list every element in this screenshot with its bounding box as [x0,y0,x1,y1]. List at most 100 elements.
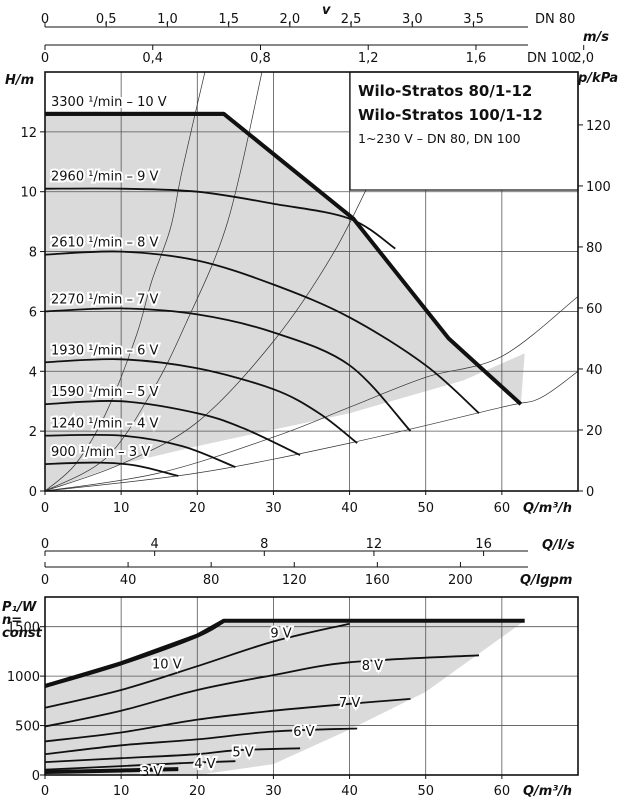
x-tick-label: 60 [494,501,511,516]
max-curve [45,111,523,406]
speed-curve [44,461,179,477]
speed-curve [44,399,301,456]
dn80-tick-label: 3,5 [463,12,484,27]
speed-curve [44,250,480,414]
dn100-tick-label: 1,2 [358,51,379,66]
p-axis-sublabel: n= [2,613,22,628]
lgpm-tick-label: 200 [448,573,473,588]
x-tick-label: 30 [265,784,282,799]
power-curve [44,698,411,743]
x-tick-label: 0 [41,501,49,516]
p-tick-label: 500 [15,720,40,735]
x-tick-label: 60 [494,784,511,799]
power-curve [44,760,236,771]
power-operating-area [45,620,525,775]
curve-label: 1240 ¹/min – 4 V [51,417,158,432]
power-curve [44,747,301,763]
kpa-tick-label: 80 [586,241,603,256]
power-curve-label: 5 V [232,745,253,760]
dn80-unit-label: DN 80 [535,12,575,27]
dn80-tick-label: 1,0 [157,12,178,27]
x-tick-label: 10 [113,784,130,799]
x-axis-label: Q/m³/h [523,784,572,799]
kpa-tick-label: 100 [586,180,611,195]
ms-axis-label: m/s [583,30,609,45]
y-tick-label: 0 [29,485,37,500]
plot-frame [44,71,579,492]
y-tick-label: 10 [20,186,37,201]
lgpm-tick-label: 120 [282,573,307,588]
speed-curve [44,358,358,444]
velocity-axis-label: v [322,3,331,18]
ls-tick-label: 4 [151,537,159,552]
lgpm-tick-label: 40 [120,573,137,588]
x-tick-label: 0 [41,784,49,799]
x-tick-label: 50 [417,784,434,799]
dn80-tick-label: 1,5 [218,12,239,27]
curve-label: 1930 ¹/min – 6 V [51,343,158,358]
dn100-tick-label: 1,6 [466,51,487,66]
power-curve-label: 3 V [141,765,162,780]
power-curve [44,654,480,728]
curve-label: 3300 ¹/min – 10 V [51,95,167,110]
kpa-tick-label: 40 [586,363,603,378]
y-tick-label: 4 [29,365,37,380]
system-curve [44,71,206,492]
dn100-tick-label: 0,8 [250,51,271,66]
dn80-tick-label: 0,5 [96,12,117,27]
system-curve [44,296,579,492]
p-tick-label: 1000 [7,670,40,685]
y-tick-label: 6 [29,305,37,320]
x-tick-label: 20 [189,501,206,516]
chart-subtitle: 1~230 V – DN 80, DN 100 [358,131,521,146]
dn100-tick-label: 0 [41,51,49,66]
chart-title: Wilo-Stratos 100/1-12 [358,106,543,124]
system-curve [44,71,263,492]
curve-label: 900 ¹/min – 3 V [51,445,150,460]
x-axis-label: Q/m³/h [523,501,572,516]
power-curve-label: 4 V [194,757,215,772]
x-tick-label: 20 [189,784,206,799]
lgpm-tick-label: 80 [203,573,220,588]
p-tick-label: 0 [32,769,40,784]
curve-label: 1590 ¹/min – 5 V [51,385,158,400]
kpa-tick-label: 120 [586,119,611,134]
x-tick-label: 40 [341,501,358,516]
p-axis-sublabel: const [2,626,43,641]
power-curve [44,767,179,774]
power-curve [44,622,350,709]
power-curve-label: 6 V [293,725,314,740]
dn100-tick-label: 0,4 [142,51,163,66]
ls-tick-label: 16 [475,537,492,552]
speed-curve [44,187,396,250]
dn80-tick-label: 2,0 [280,12,301,27]
y-tick-label: 12 [20,126,37,141]
kpa-axis-label: p/kPa [577,71,618,86]
ls-tick-label: 8 [260,537,268,552]
dn80-tick-label: 3,0 [402,12,423,27]
x-tick-label: 10 [113,501,130,516]
kpa-tick-label: 60 [586,302,603,317]
power-plot-frame [44,596,579,776]
lgpm-axis-label: Q/lgpm [520,573,572,588]
x-tick-label: 50 [417,501,434,516]
speed-curve [44,307,412,432]
y-axis-label: H/m [5,73,34,88]
curve-label: 2960 ¹/min – 9 V [51,170,158,185]
system-curve [44,371,579,492]
kpa-tick-label: 20 [586,424,603,439]
y-tick-label: 2 [29,425,37,440]
lgpm-tick-label: 160 [365,573,390,588]
kpa-tick-label: 0 [586,485,594,500]
power-curve-label: 10 V [152,657,182,672]
speed-curve [44,433,236,468]
operating-area [45,113,525,492]
ls-axis-label: Q/l/s [542,538,575,553]
power-max-curve [44,618,525,688]
dn100-unit-label: DN 100 [527,51,576,66]
dn80-tick-label: 2,5 [341,12,362,27]
x-tick-label: 30 [265,501,282,516]
dn80-tick-label: 0 [41,12,49,27]
power-curve-label: 9 V [270,627,291,642]
